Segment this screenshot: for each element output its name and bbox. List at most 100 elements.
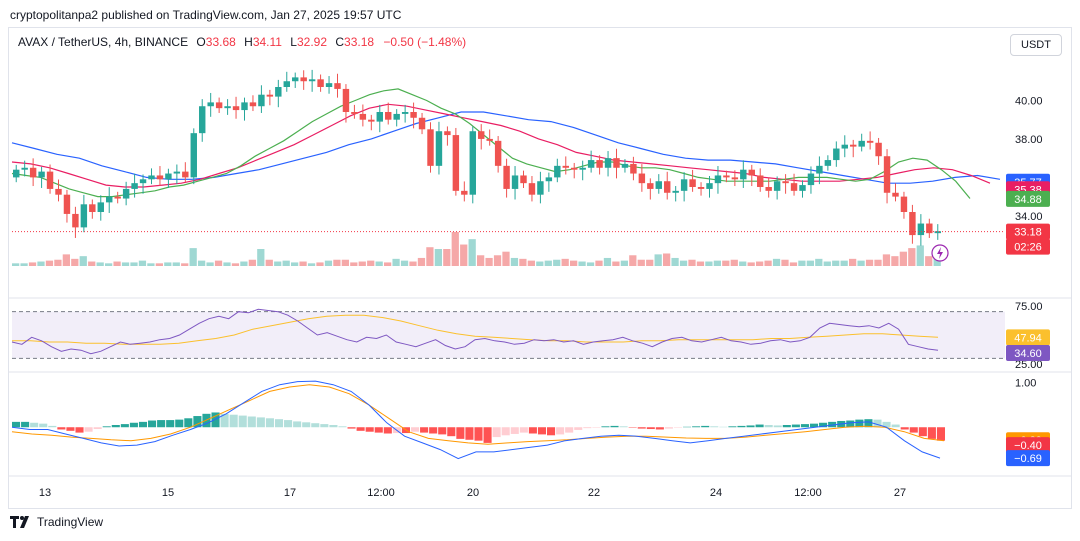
macd-histogram-bar: [211, 412, 220, 428]
volume-bar: [806, 260, 814, 266]
volume-bar: [502, 251, 510, 266]
candle: [638, 164, 646, 192]
macd-histogram-bar: [510, 427, 519, 434]
ema-fast-line: [11, 88, 971, 199]
price-tick-label: 34.00: [1015, 211, 1043, 223]
candle: [706, 176, 713, 198]
volume-bar: [891, 256, 899, 266]
svg-text:−0.40: −0.40: [1014, 440, 1042, 452]
volume-bar: [493, 255, 502, 266]
candle: [106, 187, 113, 213]
volume-bar: [849, 258, 857, 266]
candle: [571, 162, 578, 179]
symbol-name[interactable]: AVAX / TetherUS, 4h, BINANCE: [18, 35, 189, 49]
tradingview-footer: TradingView: [10, 515, 103, 529]
candle: [165, 168, 172, 188]
candle: [29, 158, 37, 187]
candle: [173, 164, 181, 185]
macd-histogram-bar: [30, 422, 39, 428]
candle: [478, 124, 485, 150]
macd-histogram-bar: [120, 424, 129, 428]
candle: [266, 89, 274, 106]
low-value: 32.92: [296, 35, 328, 49]
macd-histogram-bar: [284, 420, 293, 428]
volume-bar: [468, 239, 476, 266]
candle: [689, 169, 696, 192]
macd-histogram-bar: [537, 427, 547, 435]
volume-bar: [214, 260, 223, 266]
macd-line: [11, 380, 941, 460]
currency-button[interactable]: USDT: [1010, 34, 1062, 56]
candle: [554, 158, 561, 183]
macd-histogram-bar: [528, 427, 537, 434]
volume-bar: [37, 261, 45, 266]
volume-bar: [400, 260, 409, 266]
macd-histogram-bar: [193, 416, 202, 428]
volume-bar: [857, 260, 865, 266]
volume-bar: [105, 263, 113, 266]
volume-bar: [739, 261, 747, 266]
time-tick-label: 17: [284, 487, 296, 499]
high-key: H: [244, 35, 253, 49]
macd-histogram-bar: [565, 427, 574, 433]
volume-bar: [341, 259, 349, 266]
candle: [680, 172, 688, 202]
candle: [368, 114, 375, 131]
close-key: C: [335, 35, 345, 49]
volume-bar: [916, 245, 924, 266]
macd-histogram-bar: [655, 427, 664, 430]
volume-bar: [189, 248, 197, 266]
volume-bar: [324, 260, 333, 266]
volume-bar: [45, 260, 54, 266]
svg-text:−0.69: −0.69: [1014, 453, 1042, 465]
candle: [697, 182, 705, 196]
volume-bar: [350, 262, 358, 266]
macd-histogram-bar: [166, 420, 175, 428]
volume-bar: [358, 261, 366, 266]
volume-bar: [257, 249, 265, 266]
volume-bar: [54, 259, 62, 266]
macd-histogram-bar: [474, 427, 483, 441]
candle: [799, 180, 806, 198]
candle: [748, 164, 755, 187]
macd-histogram-bar: [383, 427, 392, 434]
svg-text:47.94: 47.94: [1014, 332, 1042, 344]
volume-bar: [164, 262, 172, 266]
volume-bar: [392, 258, 400, 266]
candle: [292, 72, 299, 88]
time-tick-label: 24: [710, 487, 722, 499]
volume-bar: [772, 258, 781, 266]
candle: [122, 181, 130, 206]
candle: [334, 73, 341, 98]
macd-signal-line: [11, 384, 945, 445]
candle: [850, 139, 857, 158]
macd-histogram-bar: [637, 427, 646, 429]
volume-bar: [688, 259, 696, 266]
volume-bar: [240, 261, 248, 266]
volume-bar: [756, 261, 764, 266]
candle: [224, 99, 231, 115]
volume-bar: [291, 262, 299, 266]
macd-histogram-bar: [365, 427, 374, 432]
price-label-ema-fast: 34.88: [1006, 190, 1050, 207]
candle: [190, 128, 197, 185]
volume-bar: [172, 262, 180, 266]
volume-bar: [79, 256, 87, 266]
volume-bar: [832, 260, 840, 266]
macd-histogram-bar: [927, 427, 936, 439]
volume-bar: [570, 260, 578, 266]
volume-bar: [612, 261, 620, 266]
candle: [317, 74, 324, 92]
candle: [275, 79, 282, 108]
volume-bar: [553, 259, 561, 266]
candle: [866, 131, 874, 150]
macd-histogram-bar: [293, 421, 302, 428]
macd-histogram-bar: [184, 418, 193, 428]
volume-bar: [730, 259, 738, 266]
candle: [156, 166, 164, 187]
macd-histogram-bar: [220, 413, 229, 428]
macd-histogram-bar: [447, 427, 456, 437]
macd-histogram-bar: [574, 427, 583, 430]
candle: [587, 150, 595, 173]
